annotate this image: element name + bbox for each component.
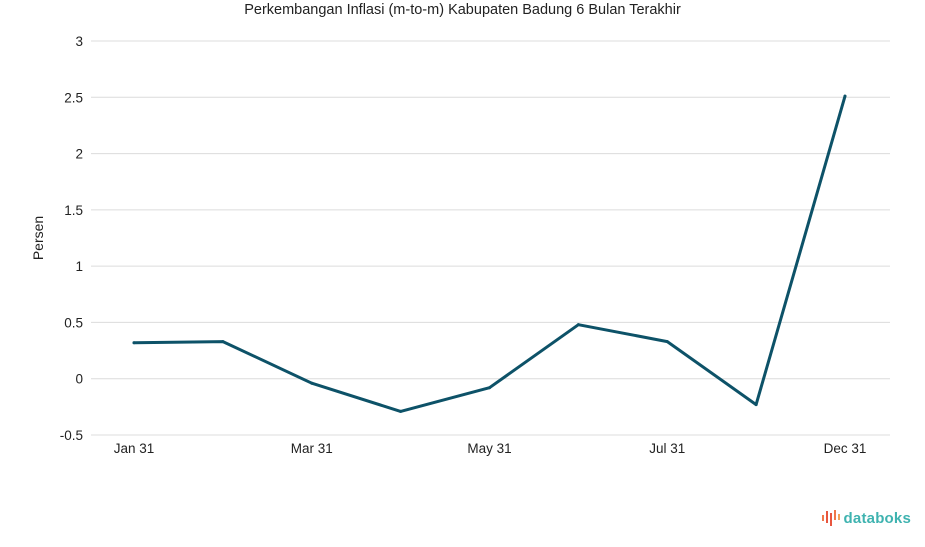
data-point[interactable] <box>221 340 225 344</box>
x-tick-label: Mar 31 <box>291 441 333 456</box>
y-axis-label: Persen <box>30 216 46 260</box>
data-point[interactable] <box>310 381 314 385</box>
data-point[interactable] <box>576 323 580 327</box>
x-tick-label: May 31 <box>467 441 511 456</box>
brand-name: databoks <box>843 509 911 527</box>
y-tick-label: 2.5 <box>64 90 83 105</box>
y-tick-label: 0 <box>75 372 83 387</box>
x-tick-label: Jul 31 <box>649 441 685 456</box>
series-line <box>132 94 847 413</box>
data-point[interactable] <box>399 409 403 413</box>
chart-title: Perkembangan Inflasi (m-to-m) Kabupaten … <box>244 2 681 18</box>
data-point[interactable] <box>665 340 669 344</box>
x-axis-ticks: Jan 31 Mar 31 May 31 Jul 31 Dec 31 <box>114 441 867 456</box>
series-layer <box>132 94 847 413</box>
y-tick-label: 1.5 <box>64 203 83 218</box>
data-point[interactable] <box>754 403 758 407</box>
x-tick-label: Jan 31 <box>114 441 155 456</box>
y-tick-label: 1 <box>75 259 83 274</box>
databoks-bars-icon <box>821 510 840 526</box>
data-point[interactable] <box>488 386 491 390</box>
y-tick-label: 3 <box>75 34 83 49</box>
y-tick-label: -0.5 <box>60 428 83 443</box>
data-point[interactable] <box>132 341 136 345</box>
y-axis-ticks: 3 2.5 2 1.5 1 0.5 0 -0.5 <box>60 34 83 443</box>
data-point[interactable] <box>843 94 847 98</box>
y-tick-label: 0.5 <box>64 315 83 330</box>
y-tick-label: 2 <box>75 147 83 162</box>
databoks-logo: databoks <box>821 509 911 527</box>
x-tick-label: Dec 31 <box>824 441 867 456</box>
grid-lines <box>91 40 890 436</box>
